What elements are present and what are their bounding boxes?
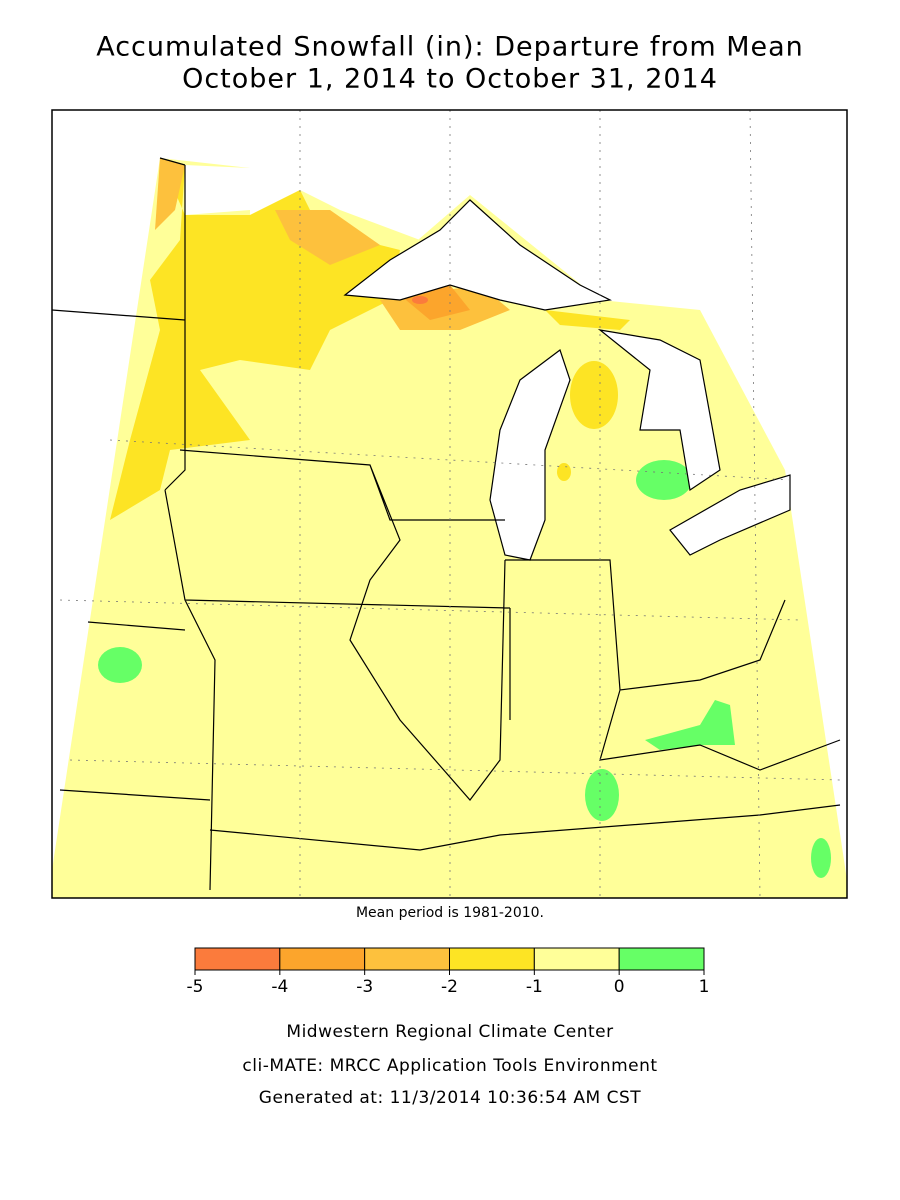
legend-tick-label: 0	[614, 977, 625, 997]
legend-swatch	[449, 947, 535, 971]
wet-area	[645, 700, 735, 750]
legend-tick-label: -4	[271, 977, 288, 997]
state-lines	[51, 157, 841, 891]
lake-erie	[669, 474, 791, 556]
map-frame	[51, 109, 848, 899]
lake-huron	[597, 329, 721, 492]
wet-area	[585, 769, 619, 821]
dry-area	[557, 463, 571, 481]
footer-line: Midwestern Regional Climate Center	[286, 1022, 613, 1042]
legend-tick-label: -1	[526, 977, 543, 997]
legend-swatch	[533, 947, 620, 971]
legend-tick-label: -2	[441, 977, 458, 997]
legend-swatch	[279, 947, 366, 971]
dry-area	[545, 310, 630, 330]
wet-area	[811, 838, 831, 878]
mean-period-note: Mean period is 1981-2010.	[356, 905, 544, 921]
dry-area	[155, 158, 185, 230]
dry-area	[275, 210, 380, 265]
legend-swatch	[364, 947, 450, 971]
dry-area	[570, 361, 618, 429]
legend-swatch	[618, 947, 705, 971]
legend-swatch	[194, 947, 281, 971]
title-line: Accumulated Snowfall (in): Departure fro…	[96, 32, 804, 63]
wet-area	[636, 460, 692, 500]
dry-area	[412, 296, 428, 304]
title-line: October 1, 2014 to October 31, 2014	[182, 64, 718, 95]
lake-superior	[343, 199, 612, 311]
wet-area	[98, 647, 142, 683]
footer-line: cli-MATE: MRCC Application Tools Environ…	[242, 1056, 657, 1076]
legend-tick-label: 1	[699, 977, 710, 997]
legend: -5 -4 -3 -2 -1 0 1	[187, 947, 710, 997]
map	[51, 109, 848, 899]
graticule	[59, 109, 841, 899]
footer-line: Generated at: 11/3/2014 10:36:54 AM CST	[259, 1088, 641, 1108]
canada	[185, 165, 250, 215]
legend-tick-label: -3	[356, 977, 373, 997]
legend-tick-label: -5	[187, 977, 204, 997]
lake-michigan	[489, 349, 571, 561]
